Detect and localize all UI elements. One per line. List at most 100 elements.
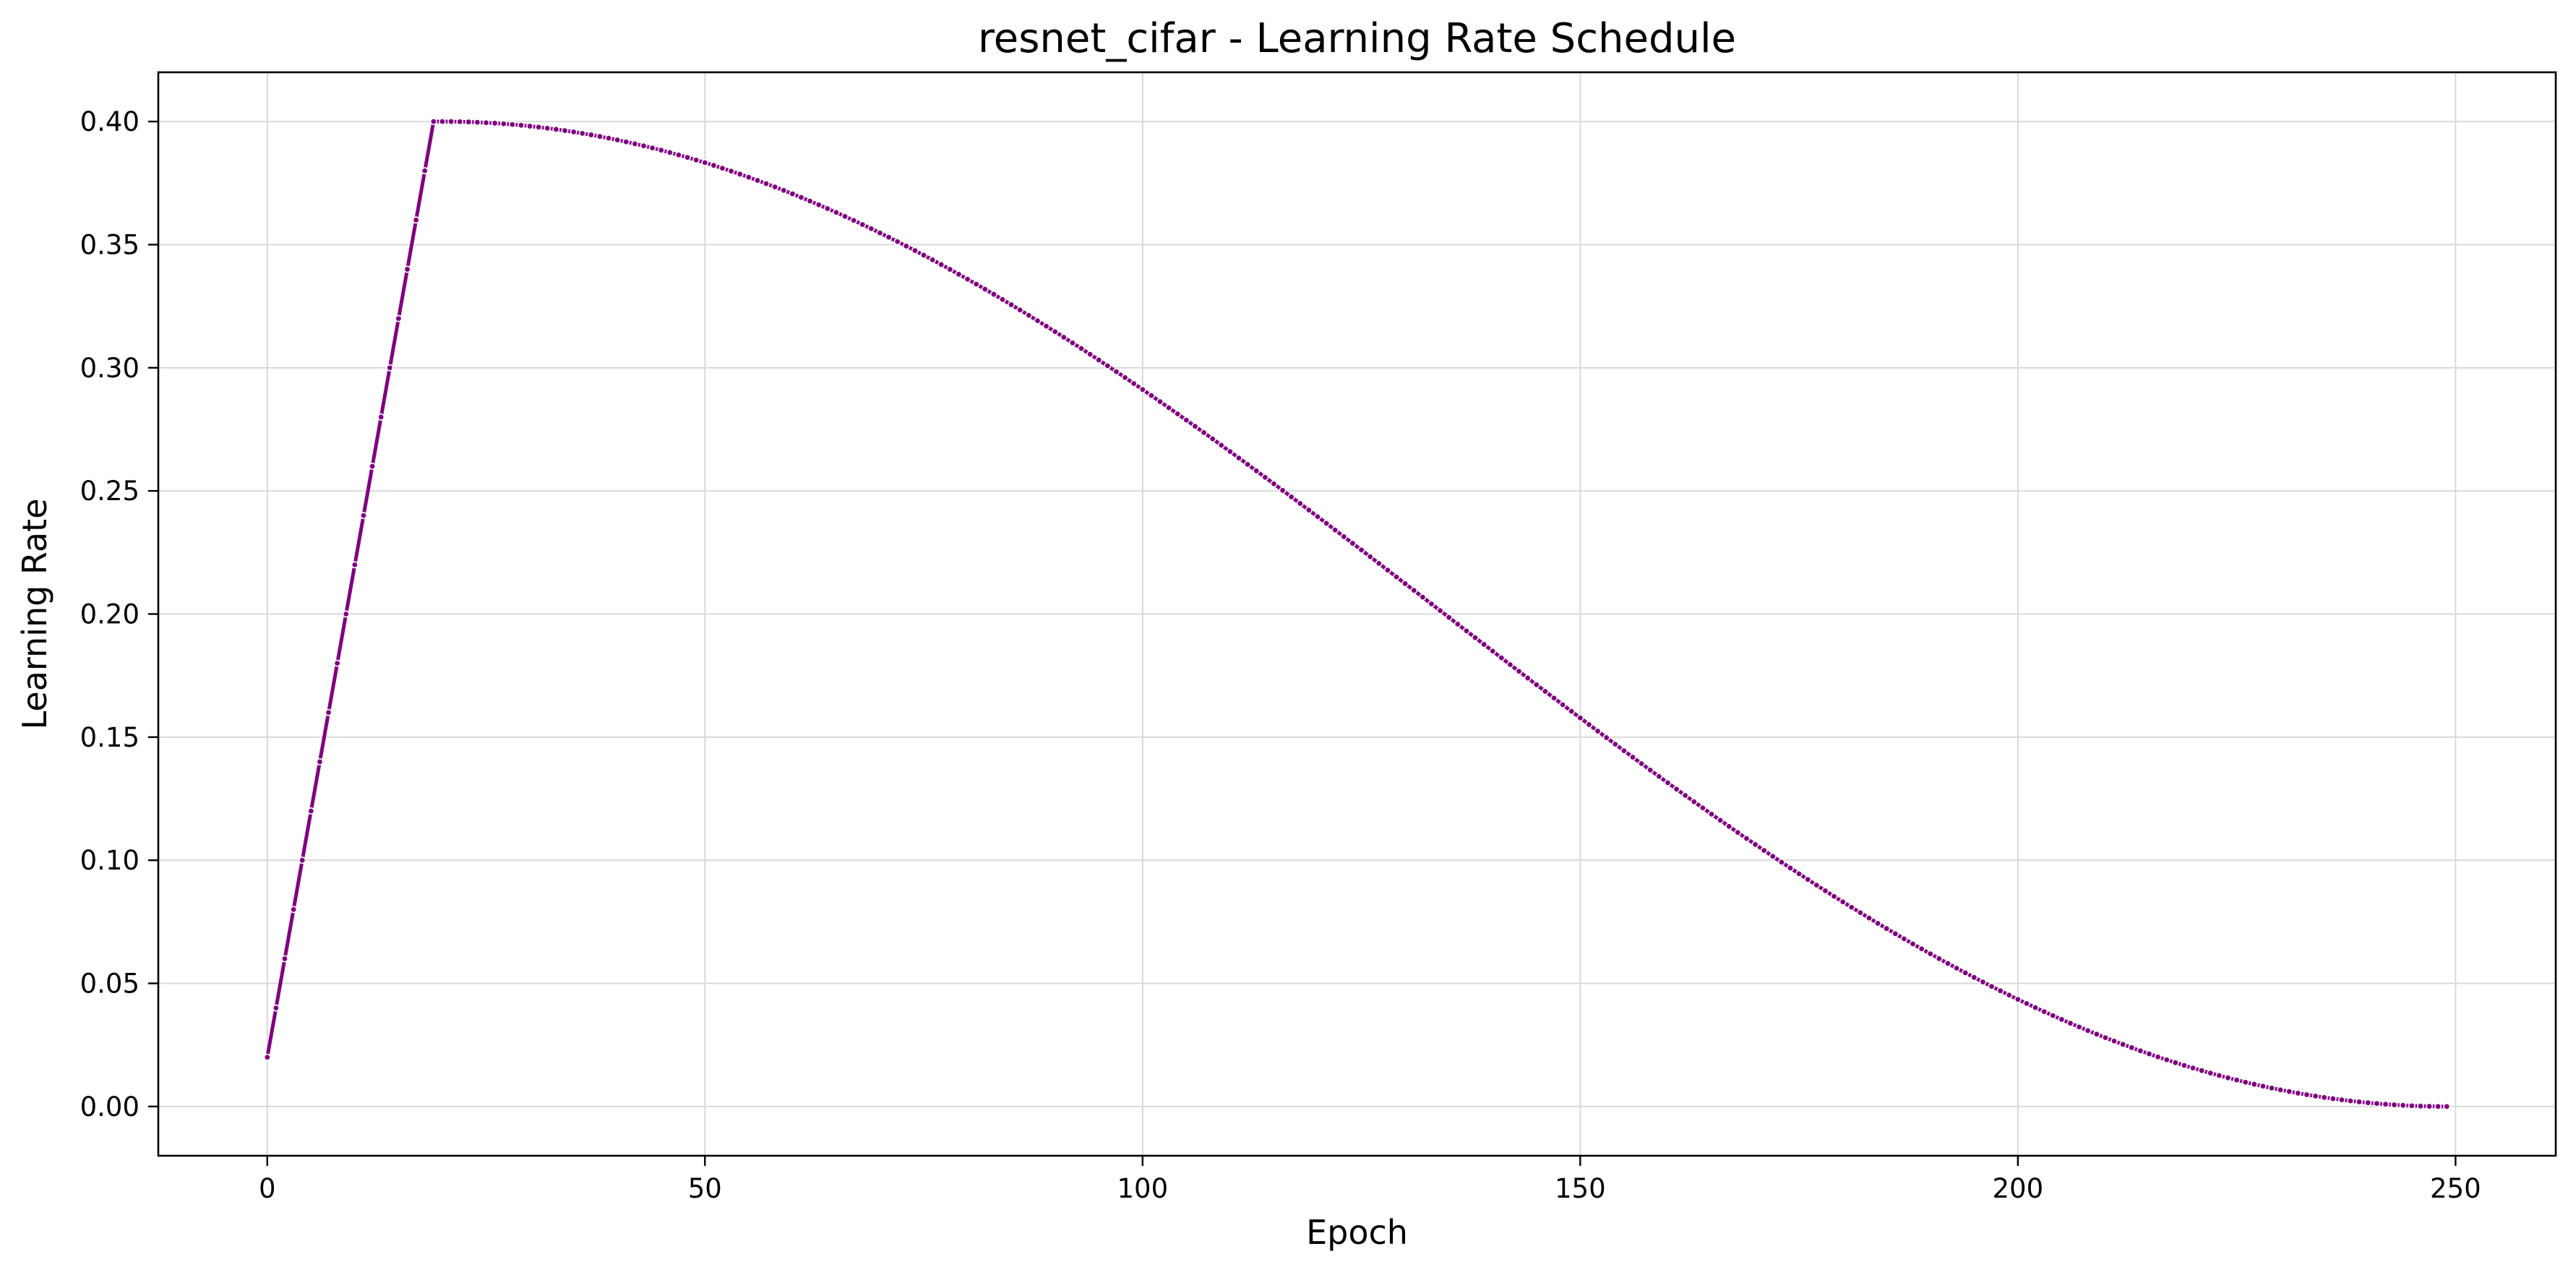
data-point <box>1331 526 1339 534</box>
data-point <box>2259 1082 2267 1090</box>
data-point <box>325 708 332 716</box>
data-point <box>1253 467 1261 475</box>
data-point <box>789 190 797 198</box>
data-point <box>2111 1037 2118 1045</box>
data-point <box>491 119 499 127</box>
data-point <box>1996 987 2004 995</box>
data-point <box>2207 1069 2215 1077</box>
data-point <box>2032 1004 2040 1012</box>
chart-title: resnet_cifar - Learning Rate Schedule <box>978 15 1736 62</box>
data-point <box>797 194 805 202</box>
data-point <box>570 128 578 136</box>
data-point <box>2163 1056 2171 1064</box>
data-point <box>2329 1095 2337 1103</box>
x-tick-label: 100 <box>1117 1173 1168 1204</box>
data-point <box>2399 1102 2407 1109</box>
data-point <box>692 156 700 164</box>
x-axis-label: Epoch <box>1306 1213 1408 1252</box>
data-point <box>342 610 350 618</box>
data-point <box>1690 798 1698 806</box>
data-point <box>1647 766 1654 774</box>
data-point <box>1673 785 1680 793</box>
data-point <box>1016 306 1024 314</box>
data-point <box>1541 687 1549 695</box>
data-point <box>1156 398 1164 405</box>
data-point <box>1585 721 1593 729</box>
data-point <box>2233 1076 2241 1084</box>
data-point <box>2277 1086 2285 1094</box>
data-point <box>2373 1099 2381 1107</box>
data-point <box>1830 893 1838 901</box>
data-point <box>850 216 858 224</box>
data-point <box>2189 1064 2197 1072</box>
data-point <box>351 561 359 569</box>
data-point <box>2066 1019 2074 1027</box>
data-point <box>1970 974 1978 982</box>
data-point <box>1349 539 1357 547</box>
data-point <box>395 314 403 322</box>
data-point <box>1095 356 1103 364</box>
data-point <box>1086 351 1094 359</box>
data-point <box>1962 969 1970 976</box>
data-point <box>552 125 560 133</box>
data-point <box>2303 1091 2311 1099</box>
data-point <box>1926 950 1934 958</box>
data-point <box>1410 586 1418 594</box>
data-point <box>806 197 814 205</box>
data-point <box>1208 435 1216 443</box>
data-point <box>280 955 288 963</box>
x-tick-label: 0 <box>259 1173 276 1204</box>
data-point <box>2049 1012 2057 1020</box>
data-point <box>2364 1099 2372 1107</box>
data-point <box>859 220 867 228</box>
data-point <box>307 807 315 815</box>
data-point <box>2443 1102 2451 1110</box>
y-tick-label: 0.05 <box>80 969 139 1000</box>
y-tick-label: 0.30 <box>80 353 139 384</box>
data-point <box>2005 991 2013 999</box>
data-point <box>989 291 997 299</box>
data-point <box>981 286 989 293</box>
data-point <box>578 129 586 137</box>
data-point <box>1042 322 1050 330</box>
y-axis-label: Learning Rate <box>15 499 54 730</box>
data-point <box>1471 634 1479 642</box>
data-point <box>832 208 840 216</box>
x-tick-label: 150 <box>1555 1173 1606 1204</box>
data-point <box>1235 454 1243 462</box>
data-point <box>2416 1102 2424 1110</box>
data-point <box>2250 1081 2258 1089</box>
data-point <box>1305 506 1313 514</box>
data-point <box>2092 1030 2100 1038</box>
data-point <box>718 164 726 172</box>
data-point <box>1182 416 1190 424</box>
data-point <box>2320 1094 2328 1102</box>
data-point <box>473 119 481 126</box>
tick-layer: 0 50 100 150 200 250 0.00 0.05 0.10 0.15 0.20 0.25 0… <box>80 106 2481 1204</box>
data-point <box>1594 727 1602 735</box>
data-point <box>1296 499 1304 507</box>
data-point <box>920 252 928 259</box>
data-point <box>929 256 937 264</box>
x-tick-label: 200 <box>1993 1173 2044 1204</box>
data-point <box>2198 1067 2206 1075</box>
series-line <box>265 119 2447 1109</box>
data-point <box>1078 345 1086 353</box>
data-point <box>2128 1044 2136 1052</box>
data-point <box>2268 1084 2276 1092</box>
data-point <box>517 121 525 129</box>
data-point <box>1638 760 1646 768</box>
data-point <box>1401 580 1409 588</box>
data-point <box>1454 620 1461 628</box>
data-point <box>377 413 385 421</box>
data-point <box>605 134 613 142</box>
data-point <box>369 463 377 471</box>
data-point <box>359 512 367 520</box>
data-point <box>272 1004 280 1012</box>
data-point <box>640 142 648 150</box>
data-point <box>2119 1040 2127 1048</box>
data-point <box>1568 708 1576 716</box>
data-point <box>1918 945 1925 953</box>
data-point <box>876 229 884 237</box>
